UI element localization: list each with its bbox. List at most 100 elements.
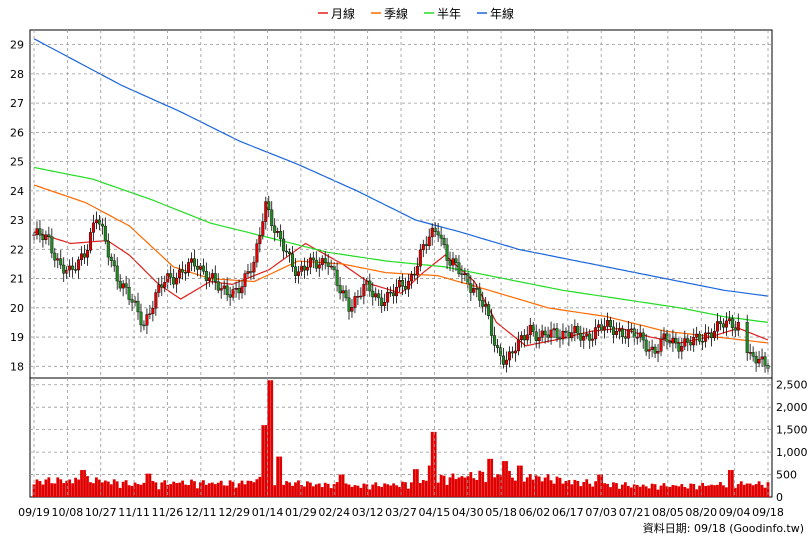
candle-body [237, 288, 241, 294]
candle-body [537, 337, 541, 341]
candle-body [671, 337, 675, 344]
candle-body [522, 335, 526, 341]
volume-bar [97, 479, 101, 497]
x-axis: 09/19 10/08 10/27 11/11 11/26 12/11 12/29 01/14… [18, 30, 784, 519]
volume-bar [294, 482, 297, 497]
volume-bar [303, 486, 306, 497]
volume-bar [418, 483, 422, 497]
volume-bar [742, 484, 746, 497]
candle-body [733, 327, 737, 331]
volume-bar [647, 488, 651, 497]
volume-bar [668, 486, 672, 497]
candle-body [412, 274, 416, 276]
volume-bar [288, 482, 291, 497]
volume-bar [145, 473, 149, 497]
candle-body [677, 342, 681, 352]
candle-body [100, 223, 104, 227]
volume-bar [644, 486, 648, 497]
volume-bar [508, 470, 511, 497]
volume-bar [680, 484, 684, 497]
volume-bar [701, 482, 705, 497]
candle-body [662, 333, 666, 339]
candle-body [745, 322, 749, 353]
candle-body [718, 321, 722, 324]
candle-body [585, 333, 589, 337]
volume-bar [695, 489, 699, 497]
candle-body [751, 352, 755, 357]
volume-bar [270, 380, 274, 497]
candle-body [311, 257, 315, 261]
candle-body [620, 328, 624, 337]
candle-body [350, 306, 354, 312]
volume-bar [469, 472, 473, 497]
candle-body [187, 262, 191, 273]
legend-label: 半年 [437, 7, 461, 21]
candle-body [121, 283, 125, 289]
candle-body [406, 280, 410, 290]
candle-body [377, 293, 381, 299]
candle-body [623, 336, 627, 339]
volume-bar [50, 483, 54, 497]
candle-body [507, 351, 511, 361]
candle-body [163, 282, 167, 288]
volume-bar [398, 486, 401, 497]
volume-bar [56, 477, 60, 497]
candle-body [118, 280, 122, 289]
candle-body [647, 349, 651, 352]
candle-body [59, 258, 63, 266]
volume-bar [163, 480, 167, 497]
volume-bar [371, 484, 375, 497]
volume-bar [415, 469, 419, 497]
candle-body [368, 280, 372, 292]
candle-body [567, 332, 571, 339]
candle-body [478, 288, 482, 301]
candle-body [204, 270, 208, 281]
volume-bar [121, 481, 125, 497]
volume-bar [564, 480, 568, 497]
volume-bar [154, 482, 158, 497]
volume-bar [522, 481, 526, 497]
candle-body [353, 296, 357, 308]
candle-body [279, 231, 283, 240]
volume-bar [213, 484, 217, 497]
volume-bar [591, 486, 595, 497]
candle-body [724, 320, 728, 328]
candle-body [71, 265, 75, 270]
candle-body [436, 231, 440, 236]
volume-bar [38, 481, 42, 497]
volume-bar [451, 473, 455, 497]
candle-body [74, 269, 78, 271]
volume-bar [689, 483, 693, 497]
volume-bar [511, 477, 514, 497]
volume-bar [686, 488, 690, 497]
price-tick-label: 21 [10, 273, 24, 286]
price-tick-label: 23 [10, 214, 24, 227]
volume-bar [629, 487, 633, 497]
volume-bar [457, 477, 461, 497]
candle-body [760, 356, 764, 360]
candle-body [207, 277, 211, 281]
ma-line-季線 [33, 184, 769, 344]
volume-bar [326, 483, 330, 497]
candle-body [629, 328, 633, 331]
volume-bar [516, 465, 520, 497]
candle-body [314, 259, 318, 269]
volume-bar [368, 489, 372, 497]
volume-bar [83, 470, 86, 497]
price-tick-label: 20 [10, 302, 24, 315]
candle-body [249, 271, 253, 273]
candle-body [415, 265, 419, 276]
x-tick-label: 08/05 [652, 506, 684, 519]
volume-bar [276, 456, 280, 497]
candle-body [77, 259, 81, 271]
candle-body [730, 318, 734, 328]
x-tick-label: 12/29 [218, 506, 250, 519]
volume-bar [395, 485, 398, 497]
volume-bar [100, 482, 104, 497]
candle-body [594, 327, 598, 340]
candle-body [94, 219, 98, 224]
volume-bar [350, 486, 354, 497]
candle-body [38, 228, 42, 236]
x-tick-label: 12/11 [185, 506, 217, 519]
candle-body [680, 346, 684, 352]
